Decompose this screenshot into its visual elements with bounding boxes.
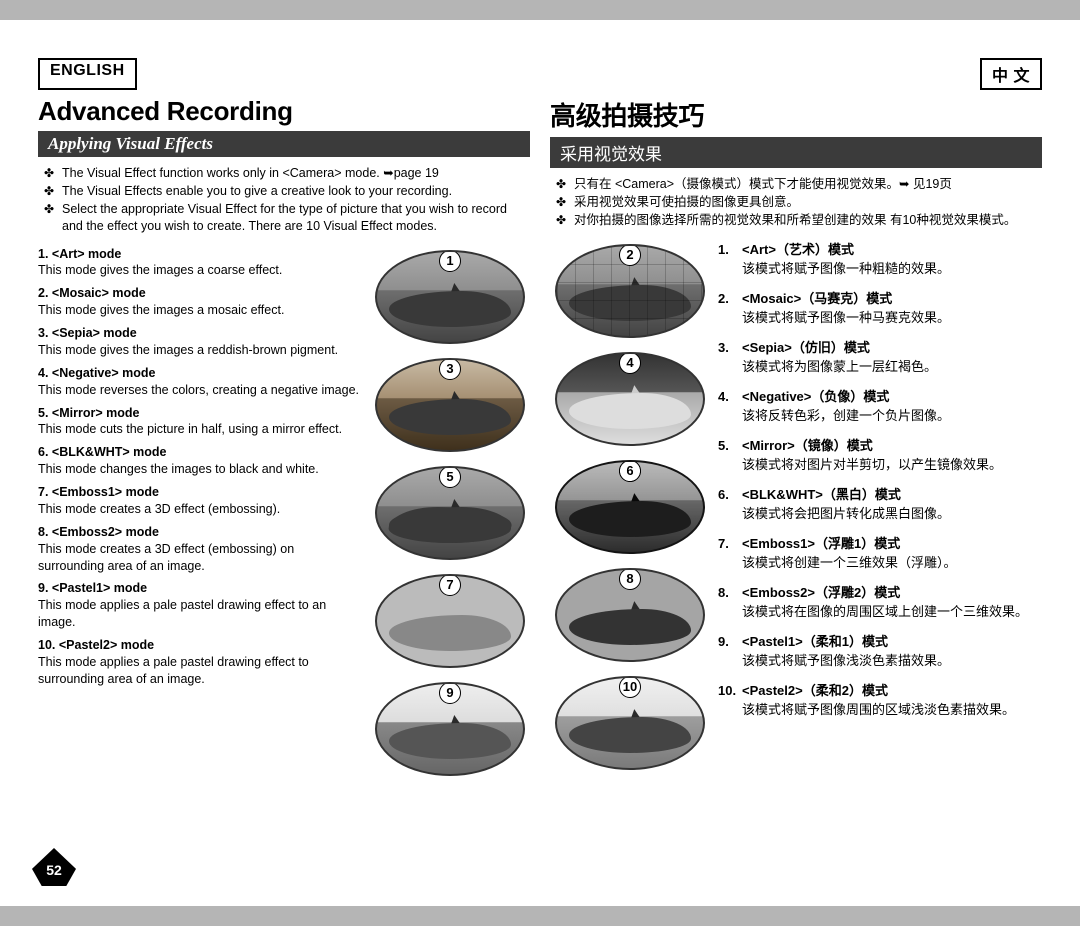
en-mode: 3. <Sepia> modeThis mode gives the image… [38,325,362,359]
cn-bullet: 对你拍摄的图像选择所需的视觉效果和所希望创建的效果 有10种视觉效果模式。 [554,212,1038,229]
en-mode: 1. <Art> modeThis mode gives the images … [38,246,362,280]
en-mode: 6. <BLK&WHT> modeThis mode changes the i… [38,444,362,478]
en-bullet: Select the appropriate Visual Effect for… [42,201,526,235]
cn-mode: 1.<Art>（艺术）模式该模式将赋予图像一种粗糙的效果。 [718,240,1042,279]
thumb-3: 3 [375,358,525,452]
cn-mode: 3.<Sepia>（仿旧）模式该模式将为图像蒙上一层红褐色。 [718,338,1042,377]
cn-modes: 1.<Art>（艺术）模式该模式将赋予图像一种粗糙的效果。 2.<Mosaic>… [718,240,1042,770]
language-badges: ENGLISH 中 文 [38,58,1042,90]
en-two-panel: 1. <Art> modeThis mode gives the images … [38,246,530,776]
en-bullet: The Visual Effects enable you to give a … [42,183,526,200]
content-columns: Advanced Recording Applying Visual Effec… [38,96,1042,886]
en-bullet: The Visual Effect function works only in… [42,165,526,182]
thumb-9: 9 [375,682,525,776]
cn-two-panel: 2 4 6 8 10 1.<Art>（艺术）模式该模式将赋予图像一种粗糙的效果。… [550,240,1042,770]
cn-bullet: 采用视觉效果可使拍摄的图像更具创意。 [554,194,1038,211]
cn-mode: 7.<Emboss1>（浮雕1）模式该模式将创建一个三维效果（浮雕）。 [718,534,1042,573]
cn-bullet: 只有在 <Camera>（摄像模式）模式下才能使用视觉效果。➥ 见19页 [554,176,1038,193]
cn-mode: 10.<Pastel2>（柔和2）模式该模式将赋予图像周围的区域浅淡色素描效果。 [718,681,1042,720]
en-mode: 10. <Pastel2> modeThis mode applies a pa… [38,637,362,688]
en-mode: 9. <Pastel1> modeThis mode applies a pal… [38,580,362,631]
thumb-7: 7 [375,574,525,668]
thumb-2: 2 [555,244,705,338]
en-bullets: The Visual Effect function works only in… [38,165,530,236]
en-mode: 5. <Mirror> modeThis mode cuts the pictu… [38,405,362,439]
cn-mode: 5.<Mirror>（镜像）模式该模式将对图片对半剪切，以产生镜像效果。 [718,436,1042,475]
thumb-col-left: 1 3 5 7 9 [370,246,530,776]
badge-english: ENGLISH [38,58,137,90]
col-english: Advanced Recording Applying Visual Effec… [38,96,530,886]
title-right: 高级拍摄技巧 [550,96,1042,133]
cn-mode: 6.<BLK&WHT>（黑白）模式该模式将会把图片转化成黑白图像。 [718,485,1042,524]
title-left: Advanced Recording [38,96,530,127]
en-mode: 8. <Emboss2> modeThis mode creates a 3D … [38,524,362,575]
thumb-5: 5 [375,466,525,560]
cn-mode: 9.<Pastel1>（柔和1）模式该模式将赋予图像浅淡色素描效果。 [718,632,1042,671]
thumb-8: 8 [555,568,705,662]
cn-mode: 4.<Negative>（负像）模式该将反转色彩，创建一个负片图像。 [718,387,1042,426]
col-chinese: 高级拍摄技巧 采用视觉效果 只有在 <Camera>（摄像模式）模式下才能使用视… [550,96,1042,886]
cn-bullets: 只有在 <Camera>（摄像模式）模式下才能使用视觉效果。➥ 见19页 采用视… [550,176,1042,230]
thumb-1: 1 [375,250,525,344]
en-mode: 2. <Mosaic> modeThis mode gives the imag… [38,285,362,319]
thumb-6: 6 [555,460,705,554]
thumb-4: 4 [555,352,705,446]
cn-mode: 2.<Mosaic>（马赛克）模式该模式将赋予图像一种马赛克效果。 [718,289,1042,328]
en-mode: 4. <Negative> modeThis mode reverses the… [38,365,362,399]
section-left: Applying Visual Effects [38,131,530,157]
section-right: 采用视觉效果 [550,137,1042,168]
thumb-10: 10 [555,676,705,770]
manual-page: ENGLISH 中 文 Advanced Recording Applying … [0,20,1080,906]
cn-mode: 8.<Emboss2>（浮雕2）模式该模式将在图像的周围区域上创建一个三维效果。 [718,583,1042,622]
thumb-col-right: 2 4 6 8 10 [550,240,710,770]
en-mode: 7. <Emboss1> modeThis mode creates a 3D … [38,484,362,518]
en-modes: 1. <Art> modeThis mode gives the images … [38,246,362,776]
badge-chinese: 中 文 [980,58,1042,90]
